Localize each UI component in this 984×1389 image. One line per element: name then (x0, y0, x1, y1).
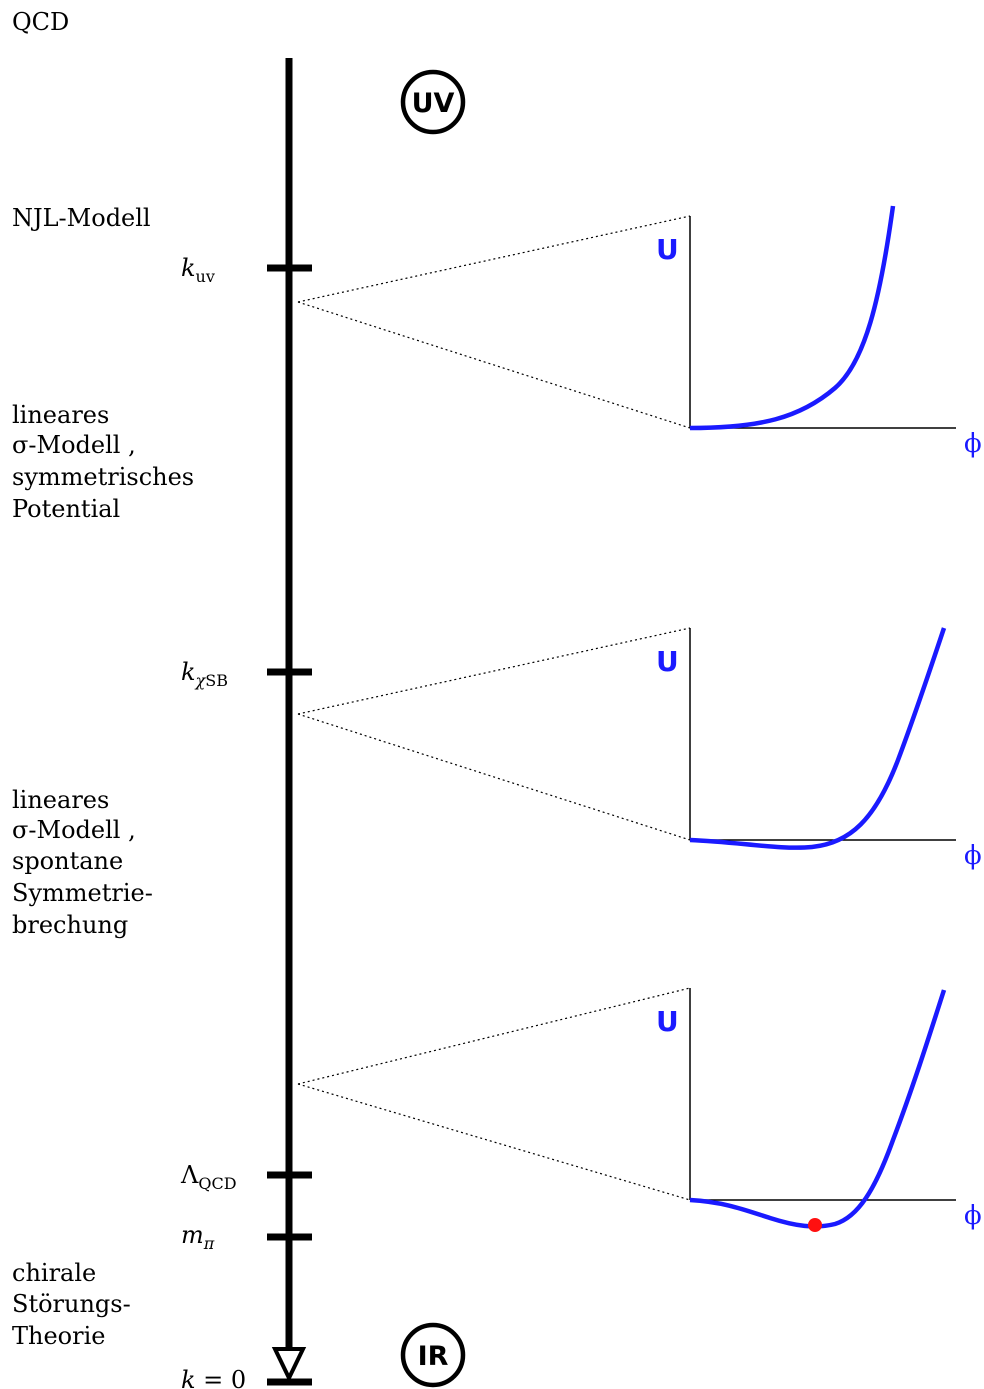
zoom-line-lower (297, 301, 691, 429)
zoom-line-upper (297, 987, 691, 1085)
potential-panel-broken: U ϕ (297, 987, 982, 1232)
ir-marker: IR (400, 1322, 466, 1388)
region-symmetric-line-1: lineares (12, 401, 109, 429)
y-axis-label: U (656, 1005, 679, 1038)
region-symmetric-line-2: σ-Modell , (12, 431, 136, 459)
potential-panel-symmetric: U ϕ (297, 205, 982, 459)
scale-lambda-qcd: ΛQCD (180, 1161, 237, 1193)
x-axis-label: ϕ (964, 1201, 982, 1231)
potential-curve (689, 627, 947, 850)
region-njl-label: NJL-Modell (12, 204, 151, 232)
y-axis-label: U (656, 645, 679, 678)
region-broken-line-2: σ-Modell , (12, 816, 136, 844)
scale-m-pi: mπ (181, 1221, 215, 1253)
potential-panel-critical: U ϕ (297, 627, 982, 871)
region-chiral-line-1: chirale (12, 1259, 96, 1287)
x-axis-label: ϕ (964, 429, 982, 459)
region-symmetric-label: lineares σ-Modell , symmetrisches Potent… (12, 401, 194, 523)
ir-marker-label: IR (418, 1341, 449, 1372)
region-broken-label: lineares σ-Modell , spontane Symmetrie- … (12, 786, 153, 939)
potential-curve (689, 205, 896, 431)
region-symmetric-line-3: symmetrisches (12, 463, 194, 491)
region-broken-line-1: lineares (12, 786, 109, 814)
zoom-line-lower (297, 713, 691, 841)
uv-marker-label: UV (412, 88, 455, 119)
uv-marker: UV (400, 69, 466, 135)
region-broken-line-5: brechung (12, 911, 128, 939)
y-axis-label: U (656, 233, 679, 266)
potential-minimum-dot (808, 1218, 822, 1232)
region-symmetric-line-4: Potential (12, 495, 120, 523)
axis-arrowhead (271, 1347, 307, 1383)
region-broken-line-4: Symmetrie- (12, 879, 153, 907)
zoom-line-upper (297, 627, 691, 715)
region-chiral-line-3: Theorie (12, 1322, 105, 1350)
potential-curve (689, 989, 947, 1229)
x-axis-label: ϕ (964, 841, 982, 871)
region-broken-line-3: spontane (12, 847, 123, 875)
top-label-qcd: QCD (12, 8, 69, 36)
zoom-line-upper (297, 215, 691, 303)
scale-k-chisb: kχSB (181, 658, 228, 690)
scale-k-uv: kuv (181, 254, 215, 286)
region-chiral-line-2: Störungs- (12, 1290, 131, 1318)
zoom-line-lower (297, 1083, 691, 1201)
scale-k-zero: k = 0 (181, 1366, 246, 1389)
region-chiral-label: chirale Störungs- Theorie (12, 1259, 131, 1350)
